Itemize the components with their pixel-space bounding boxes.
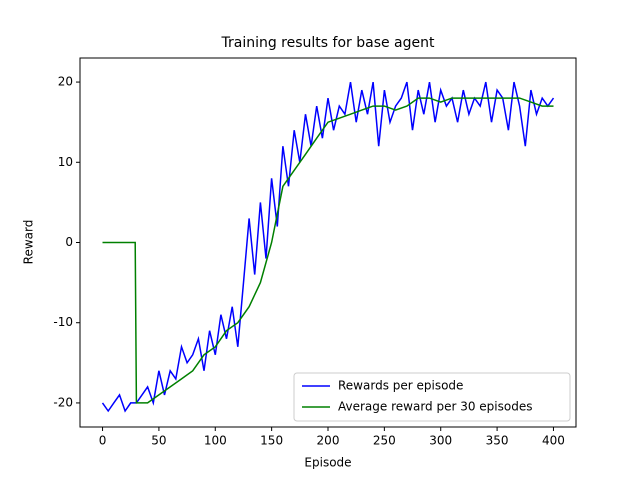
series-line xyxy=(101,81,555,413)
y-tick-label: -10 xyxy=(53,315,73,329)
y-tick-label: 20 xyxy=(58,75,73,89)
y-tick-label: -20 xyxy=(53,395,73,409)
legend-box xyxy=(293,372,571,422)
x-tick-label: 250 xyxy=(373,434,396,448)
y-tick-label: 10 xyxy=(58,155,73,169)
legend-label: Rewards per episode xyxy=(338,379,463,393)
x-axis-label: Episode xyxy=(304,456,351,470)
x-tick-label: 400 xyxy=(542,434,565,448)
y-tick-label: 0 xyxy=(65,235,73,249)
legend-label: Average reward per 30 episodes xyxy=(338,400,532,414)
x-tick-label: 300 xyxy=(429,434,452,448)
x-tick-label: 200 xyxy=(317,434,340,448)
x-tick-label: 350 xyxy=(486,434,509,448)
x-tick-label: 50 xyxy=(151,434,166,448)
x-tick-label: 150 xyxy=(260,434,283,448)
series-line xyxy=(102,97,554,404)
x-tick-label: 0 xyxy=(99,434,107,448)
plot-frame xyxy=(79,57,577,428)
y-axis-label: Reward xyxy=(22,220,36,265)
x-tick-label: 100 xyxy=(204,434,227,448)
chart-title: Training results for base agent xyxy=(220,35,435,51)
